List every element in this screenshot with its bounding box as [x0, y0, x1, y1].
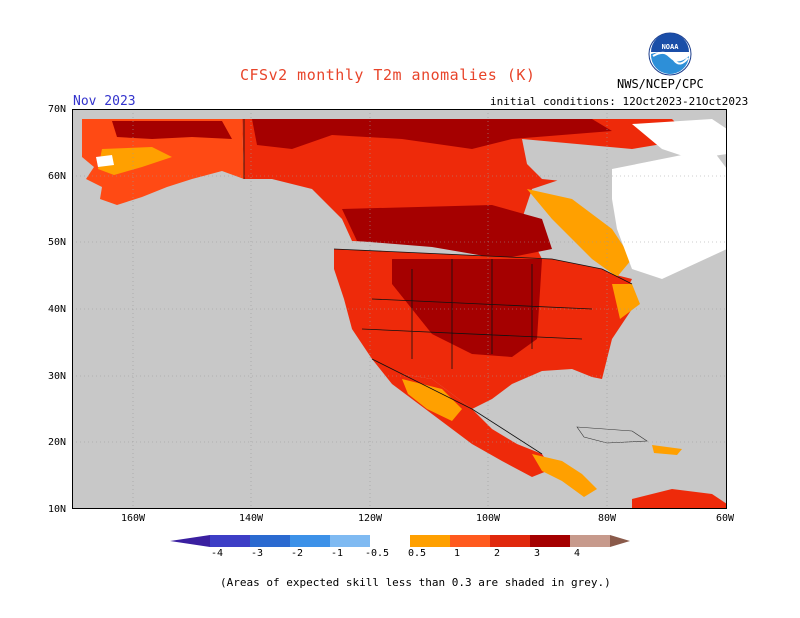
logo-text: NOAA: [662, 43, 680, 51]
region-usa-dark: [392, 259, 542, 357]
lat-label-30n: 30N: [47, 371, 66, 382]
region-canada-dark2: [342, 205, 552, 259]
colorbar-label: 2: [493, 548, 501, 559]
lon-label-160w: 160W: [120, 513, 146, 524]
colorbar-arrow-low: [170, 535, 210, 547]
colorbar-label: 1: [453, 548, 461, 559]
map-title: CFSv2 monthly T2m anomalies (K): [240, 66, 536, 84]
footer-note: (Areas of expected skill less than 0.3 a…: [220, 576, 611, 589]
colorbar-label: -1: [330, 548, 344, 559]
coastlines: [243, 119, 633, 455]
colorbar-bin: [210, 535, 250, 547]
colorbar-bin: [410, 535, 450, 547]
colorbar-bin: [490, 535, 530, 547]
lat-label-20n: 20N: [47, 437, 66, 448]
colorbar-label: -4: [210, 548, 224, 559]
region-hudson: [522, 139, 632, 184]
region-alaska-white: [96, 155, 114, 167]
colorbar-label: -3: [250, 548, 264, 559]
region-usa-orange: [612, 284, 640, 319]
region-alaska: [82, 119, 244, 205]
colorbar-bin: [290, 535, 330, 547]
colorbar-label: 3: [533, 548, 541, 559]
colorbar-bin: [370, 535, 410, 547]
colorbar-arrow-high: [610, 535, 630, 547]
region-canada-orange: [527, 189, 632, 277]
forecast-month: Nov 2023: [73, 94, 136, 109]
colorbar-bin: [530, 535, 570, 547]
region-s-america: [632, 489, 727, 509]
region-alaska-orange: [98, 147, 172, 175]
colorbar-label: 0.5: [407, 548, 427, 559]
colorbar-bin: [450, 535, 490, 547]
region-alaska-dark: [112, 121, 232, 139]
lat-label-70n: 70N: [47, 104, 66, 115]
region-canada-dark: [252, 119, 612, 149]
initial-conditions: initial conditions: 12Oct2023-21Oct2023: [490, 95, 749, 108]
lat-label-40n: 40N: [47, 304, 66, 315]
colorbar-label: -2: [290, 548, 304, 559]
lon-label-140w: 140W: [238, 513, 264, 524]
region-arctic-white: [632, 119, 727, 159]
colorbar-label: 4: [573, 548, 581, 559]
colorbar-bin: [330, 535, 370, 547]
lat-label-10n: 10N: [47, 504, 66, 515]
colorbar-label: -0.5: [364, 548, 390, 559]
noaa-logo: NOAA: [648, 32, 692, 76]
region-caribbean-orange: [652, 445, 682, 455]
map-frame: [72, 109, 727, 509]
org-label: NWS/NCEP/CPC: [617, 77, 704, 91]
region-quebec-white: [612, 149, 727, 279]
colorbar: [170, 535, 630, 547]
colorbar-bin: [570, 535, 610, 547]
lon-label-60w: 60W: [715, 513, 735, 524]
colorbar-bin: [250, 535, 290, 547]
lat-label-60n: 60N: [47, 171, 66, 182]
region-cuba: [576, 426, 648, 444]
lat-label-50n: 50N: [47, 237, 66, 248]
region-central-america: [532, 454, 597, 497]
lon-label-120w: 120W: [357, 513, 383, 524]
anomaly-map: [72, 109, 727, 509]
graticule: [72, 109, 727, 509]
lon-label-100w: 100W: [475, 513, 501, 524]
lon-label-80w: 80W: [597, 513, 617, 524]
region-mexico-orange: [402, 379, 462, 421]
